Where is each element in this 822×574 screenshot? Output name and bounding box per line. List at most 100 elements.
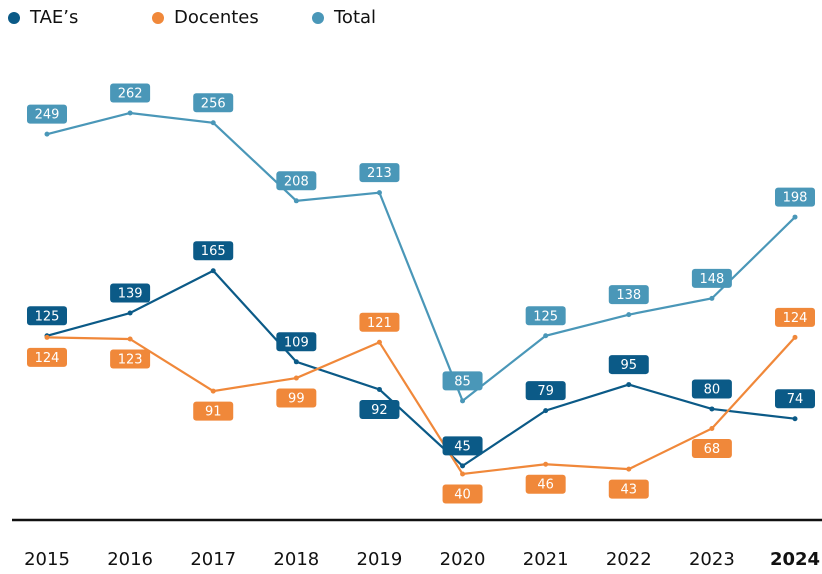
point [460, 471, 466, 477]
data-label-box [775, 187, 815, 207]
data-label-box [276, 332, 317, 352]
data-label-box [193, 241, 234, 261]
x-tick-label: 2020 [440, 549, 486, 570]
legend-marker [312, 12, 324, 24]
point [460, 463, 466, 469]
data-label-box [359, 399, 400, 419]
data-label: 79 [537, 384, 554, 399]
point [376, 339, 382, 345]
data-label: 85 [454, 374, 471, 389]
point [792, 416, 798, 422]
legend-label: TAE’s [29, 7, 78, 28]
data-label: 124 [783, 311, 808, 326]
point [626, 382, 632, 388]
data-label: 43 [621, 483, 638, 498]
legend-label: Docentes [174, 7, 259, 28]
data-label-box [276, 171, 317, 191]
data-label-box [608, 479, 649, 499]
data-label: 249 [35, 108, 60, 123]
data-label-box [608, 355, 649, 375]
data-label-box [608, 285, 649, 305]
point [543, 333, 549, 339]
data-label: 99 [288, 392, 305, 407]
data-label: 165 [201, 244, 226, 259]
data-label-box [193, 401, 234, 421]
data-label: 91 [205, 405, 222, 420]
series-line [46, 269, 796, 468]
data-label: 208 [284, 174, 309, 189]
data-label-box [110, 83, 151, 103]
data-label: 74 [787, 392, 804, 407]
data-label-box [442, 436, 483, 456]
data-label: 123 [118, 353, 143, 368]
data-label-box [27, 306, 67, 326]
data-label-box [691, 268, 732, 288]
point [210, 388, 216, 394]
x-tick-label: 2017 [190, 549, 236, 570]
data-label: 125 [533, 309, 558, 324]
data-label-box [359, 312, 400, 332]
data-label-box [691, 379, 732, 399]
data-label: 45 [454, 439, 471, 454]
data-label: 46 [537, 478, 554, 493]
x-tick-label: 2018 [273, 549, 319, 570]
x-tick-label: 2016 [107, 549, 153, 570]
point [376, 190, 382, 196]
point [127, 310, 133, 316]
point [293, 198, 299, 204]
data-label: 262 [118, 87, 143, 102]
point [44, 131, 50, 137]
data-label-box [775, 307, 815, 327]
point [709, 295, 715, 301]
data-label-box [442, 371, 483, 391]
data-label: 121 [367, 316, 392, 331]
legend-marker [8, 12, 20, 24]
point [543, 461, 549, 467]
legend-label: Total [333, 7, 376, 28]
point [376, 386, 382, 392]
point [293, 359, 299, 365]
data-label-box [691, 438, 732, 458]
point [293, 375, 299, 381]
x-tick-label: 2019 [357, 549, 403, 570]
point [626, 466, 632, 472]
data-label-box [193, 93, 234, 113]
data-label-box [442, 484, 483, 504]
data-label: 68 [704, 442, 721, 457]
x-tick-label: 2021 [523, 549, 569, 570]
data-label: 256 [201, 96, 226, 111]
data-label-box [775, 389, 815, 409]
point [127, 336, 133, 342]
point [626, 312, 632, 318]
data-label: 124 [35, 351, 60, 366]
data-label: 92 [371, 403, 388, 418]
legend-marker [152, 12, 164, 24]
point [127, 110, 133, 116]
data-label: 213 [367, 166, 392, 181]
data-label-box [525, 306, 566, 326]
point [460, 398, 466, 404]
data-label: 198 [783, 191, 808, 206]
point [709, 425, 715, 431]
point [792, 334, 798, 340]
x-tick-label: 2015 [24, 549, 70, 570]
data-label: 139 [118, 287, 143, 302]
series-line [46, 336, 796, 476]
data-label: 109 [284, 335, 309, 350]
point [543, 408, 549, 414]
x-tick-label: 2023 [689, 549, 735, 570]
x-tick-label: 2024 [770, 549, 820, 570]
point [709, 406, 715, 412]
data-label: 95 [621, 358, 638, 373]
data-label-box [525, 474, 566, 494]
data-label-box [27, 104, 67, 124]
data-label-box [27, 347, 67, 367]
point [210, 268, 216, 274]
data-label-box [525, 381, 566, 401]
data-label-box [110, 349, 151, 369]
data-label: 80 [704, 382, 721, 397]
data-label: 125 [35, 309, 60, 324]
data-label-box [359, 163, 400, 183]
point [792, 214, 798, 220]
